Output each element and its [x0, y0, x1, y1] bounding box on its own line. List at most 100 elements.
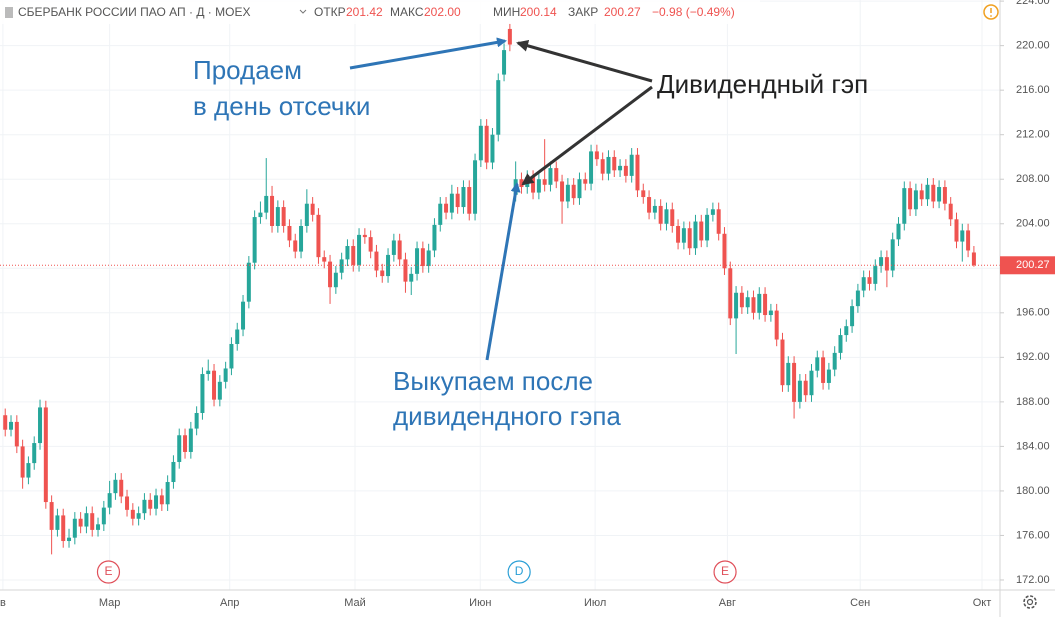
candle-body	[148, 499, 153, 509]
y-tick-label: 212.00	[1016, 129, 1050, 141]
y-tick-label: 196.00	[1016, 307, 1050, 319]
candle-body	[502, 50, 507, 75]
candle-body	[844, 326, 849, 336]
candle-body	[797, 380, 802, 402]
candle-body	[884, 257, 889, 271]
candle-body	[774, 310, 779, 340]
candle-body	[61, 515, 66, 542]
event-label: E	[104, 564, 112, 578]
candle-body	[687, 228, 692, 249]
candle-body	[803, 380, 808, 396]
candle-body	[362, 234, 367, 238]
candle-body	[913, 190, 918, 210]
candle-body	[177, 435, 182, 462]
candle-body	[136, 513, 141, 519]
candle-body	[757, 293, 762, 313]
candle-body	[734, 292, 739, 319]
alert-icon[interactable]	[983, 4, 999, 20]
event-marker	[507, 560, 531, 584]
candle-body	[455, 193, 460, 208]
candle-body	[264, 195, 269, 213]
candle-body	[879, 257, 884, 267]
candle-body	[792, 362, 797, 402]
annotation: в день отсечки	[193, 91, 370, 121]
candle-body	[328, 261, 333, 288]
candle-body	[270, 195, 275, 226]
candle-body	[971, 252, 976, 266]
ohlc-name: МАКС	[390, 5, 424, 19]
candle-body	[304, 203, 309, 226]
candle-body	[380, 270, 385, 277]
event-marker	[96, 560, 121, 584]
candle-body	[3, 415, 8, 430]
candle-body	[473, 160, 478, 214]
alert-icon-dot	[990, 15, 992, 17]
candle-body	[252, 217, 257, 263]
candle-body	[299, 225, 304, 252]
x-tick-label: Авг	[719, 597, 736, 609]
ohlc-name: ОТКР	[314, 5, 346, 19]
last-price-label: 200.27	[1016, 259, 1050, 271]
candle-body	[374, 251, 379, 271]
candle-body	[142, 499, 147, 514]
candle-body	[293, 240, 298, 252]
arrow	[349, 37, 507, 70]
candle-body	[780, 339, 785, 386]
candle-body	[496, 80, 501, 135]
candle-body	[890, 239, 895, 271]
x-tick-label: в	[0, 597, 6, 609]
candle-body	[339, 259, 344, 273]
candle-body	[20, 446, 25, 478]
y-tick-label: 180.00	[1016, 485, 1050, 497]
candle-body	[49, 502, 54, 530]
candle-body	[125, 496, 130, 510]
candle-body	[896, 223, 901, 240]
annotations: Продаем в день отсечки Дивидендный гэп Выку…	[193, 55, 868, 431]
ohlc-name: МИН	[493, 5, 520, 19]
y-tick-label: 172.00	[1016, 574, 1050, 586]
y-tick-label: 216.00	[1016, 84, 1050, 96]
candle-body	[397, 240, 402, 260]
candle-body	[589, 151, 594, 184]
candle-body	[728, 268, 733, 319]
annotation: дивидендного гэпа	[393, 401, 621, 431]
candle-body	[165, 482, 170, 505]
y-tick-label: 184.00	[1016, 440, 1050, 452]
candle-body	[536, 179, 541, 193]
candle-body	[635, 154, 640, 191]
candle-body	[119, 479, 124, 497]
candle-body	[600, 159, 605, 174]
candle-body	[850, 306, 855, 327]
candle-body	[658, 205, 663, 224]
candle-body	[908, 188, 913, 210]
candle-body	[212, 370, 217, 400]
x-tick-label: Июн	[469, 597, 491, 609]
candle-body	[206, 370, 211, 375]
candle-body	[722, 233, 727, 269]
candle-body	[745, 297, 750, 308]
candle-body	[710, 209, 715, 215]
candle-body	[676, 225, 681, 243]
candle-body	[960, 230, 965, 242]
candle-body	[194, 413, 199, 429]
candle-body	[55, 515, 60, 530]
candle-body	[507, 28, 512, 45]
candle-body	[490, 134, 495, 163]
settings-icon[interactable]	[1023, 595, 1037, 609]
candle-body	[316, 214, 321, 258]
event-label: E	[721, 564, 729, 578]
x-tick-label: Май	[344, 597, 366, 609]
candle-body	[623, 165, 628, 176]
candle-body	[26, 463, 31, 478]
y-tick-label: 176.00	[1016, 529, 1050, 541]
candle-body	[937, 187, 942, 202]
candle-body	[664, 209, 669, 224]
last-price-box	[1000, 256, 1055, 275]
candle-body	[815, 357, 820, 371]
candle-body	[954, 219, 959, 242]
candle-body	[426, 250, 431, 267]
y-tick-label: 208.00	[1016, 173, 1050, 185]
candle-body	[751, 297, 756, 313]
ohlc-name: ЗАКР	[568, 5, 598, 19]
